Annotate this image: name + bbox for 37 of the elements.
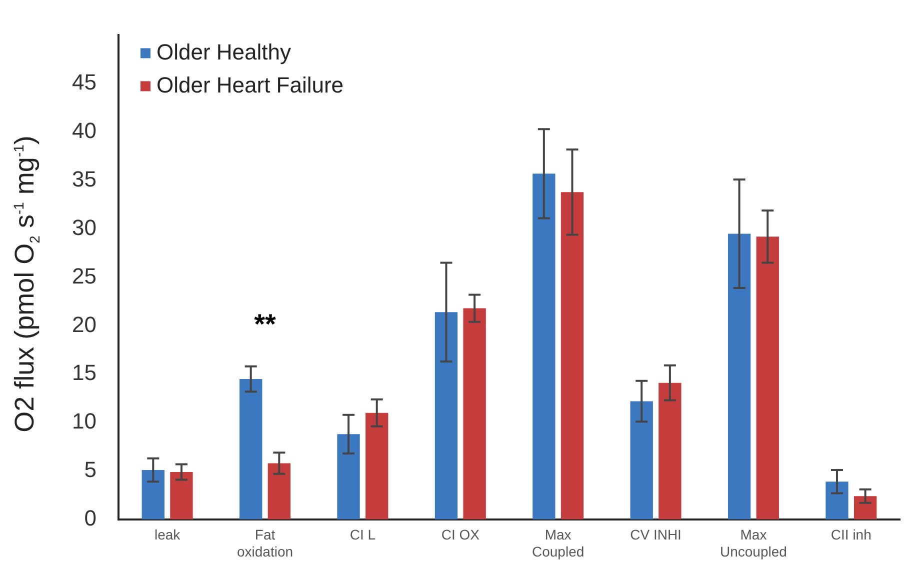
x-tick-label: Max Coupled: [532, 526, 584, 560]
bar: [728, 234, 751, 520]
x-tick-label: CII inh: [830, 526, 872, 543]
x-tick-label: Max Uncoupled: [720, 526, 787, 560]
bar: [854, 496, 877, 520]
bar: [434, 312, 458, 520]
bar: [532, 174, 556, 520]
y-tick-label: 45: [72, 70, 96, 95]
bar: [142, 470, 164, 520]
bar: [240, 378, 262, 520]
bar: [268, 463, 291, 520]
annotation: **: [254, 308, 276, 340]
y-tick-label: 25: [72, 263, 96, 288]
y-tick-label: 30: [72, 214, 96, 240]
legend-label: Older Heart Failure: [156, 72, 344, 98]
y-tick-label: 10: [72, 408, 96, 434]
bar: [630, 401, 653, 520]
bar: [756, 236, 779, 520]
legend-label: Older Healthy: [156, 39, 291, 64]
x-tick-label: CI L: [350, 526, 376, 543]
y-tick-label: 0: [84, 505, 96, 530]
bar: [658, 382, 682, 520]
bar: [463, 308, 486, 520]
bar: [560, 192, 584, 520]
bar: [366, 412, 388, 520]
y-tick-label: 5: [84, 457, 96, 482]
x-tick-label: leak: [154, 526, 182, 543]
bar: [826, 482, 848, 520]
y-tick-label: 35: [72, 166, 96, 192]
x-tick-label: Fat oxidation: [236, 526, 294, 560]
bar: [170, 472, 193, 520]
y-tick-label: 20: [72, 312, 96, 337]
x-tick-label: CV INHI: [630, 526, 682, 543]
bar: [337, 434, 360, 520]
x-tick-label: CI OX: [441, 526, 480, 543]
y-tick-label: 15: [72, 360, 96, 386]
y-tick-label: 40: [72, 118, 96, 144]
